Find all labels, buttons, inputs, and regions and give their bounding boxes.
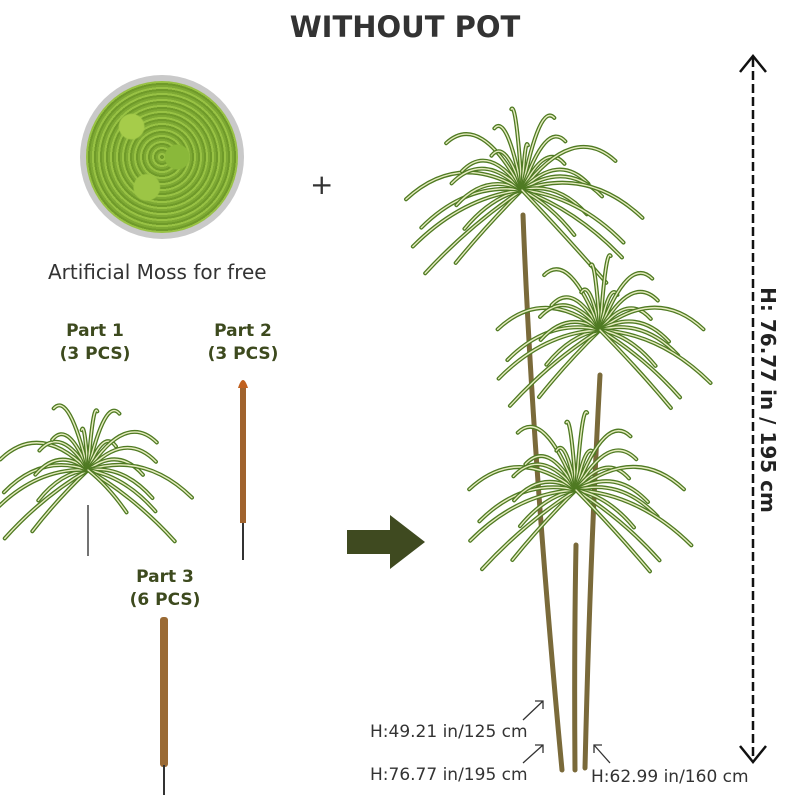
middle-leaf-cluster bbox=[495, 253, 713, 410]
part-3-label: Part 3 (6 PCS) bbox=[110, 566, 220, 612]
pointer-arrow-icon bbox=[522, 700, 611, 764]
stem-height-2: H:76.77 in/195 cm bbox=[370, 765, 528, 785]
part-1-label: Part 1 (3 PCS) bbox=[40, 320, 150, 366]
part-name: Part 3 bbox=[136, 567, 194, 587]
page-title: WITHOUT POT bbox=[289, 10, 521, 44]
right-arrow-icon bbox=[347, 515, 425, 569]
total-height-label: H: 76.77 in / 195 cm bbox=[756, 287, 780, 513]
plus-sign: + bbox=[310, 168, 334, 201]
height-dimension-arrow-icon bbox=[739, 54, 767, 764]
part-qty: (3 PCS) bbox=[207, 344, 279, 364]
stem-height-1: H:49.21 in/125 cm bbox=[370, 722, 528, 742]
part-qty: (3 PCS) bbox=[59, 344, 131, 364]
bottom-leaf-cluster bbox=[467, 410, 694, 574]
part-2-label: Part 2 (3 PCS) bbox=[188, 320, 298, 366]
moss-caption: Artificial Moss for free bbox=[48, 260, 267, 284]
part-qty: (6 PCS) bbox=[129, 590, 201, 610]
part-name: Part 2 bbox=[214, 321, 272, 341]
part-3-moss-pole bbox=[160, 617, 168, 795]
part-2-moss-pole bbox=[238, 380, 248, 560]
top-leaf-cluster bbox=[404, 106, 645, 285]
stem-height-3: H:62.99 in/160 cm bbox=[591, 767, 749, 787]
moss-image bbox=[80, 75, 244, 239]
part-name: Part 1 bbox=[66, 321, 124, 341]
part-1-leaf-cluster bbox=[0, 403, 194, 544]
